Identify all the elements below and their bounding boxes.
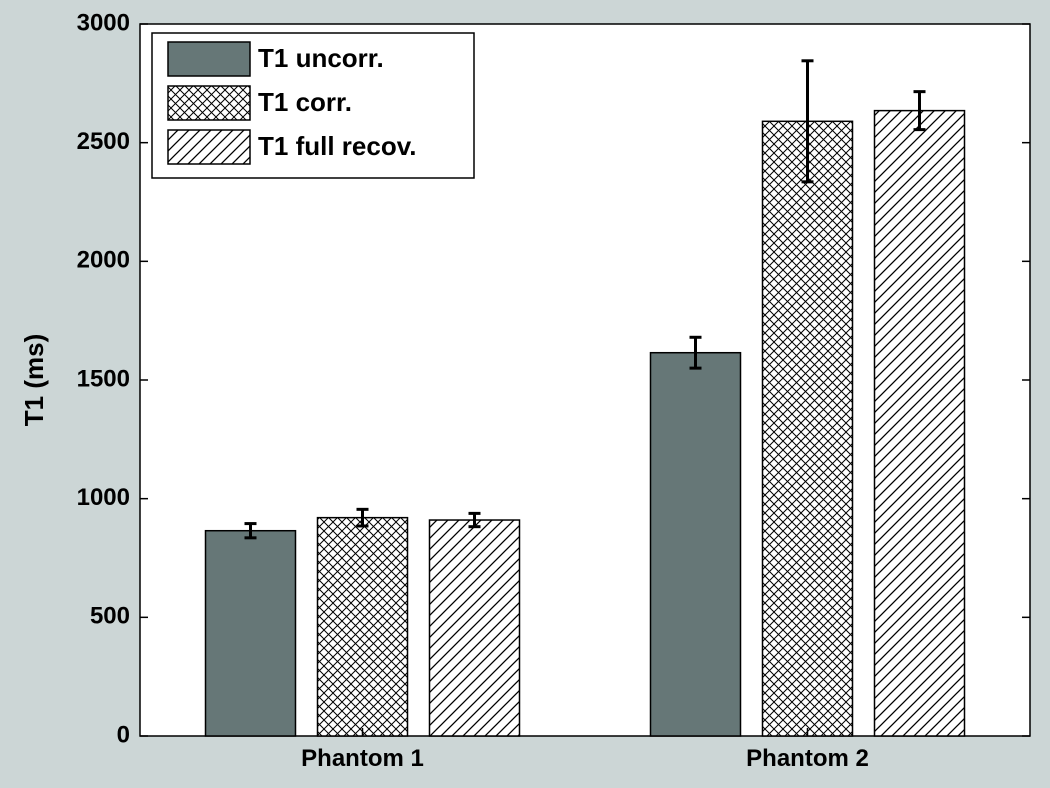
legend-swatch-3 [167,129,251,165]
bar-2-cat-2 [761,120,854,737]
legend-label-1: T1 uncorr. [258,43,384,73]
error-bar-2-cat-1 [356,507,369,528]
legend-swatch-1 [167,41,251,77]
y-tick-label-0: 0 [117,721,130,748]
y-tick-label-6: 3000 [77,9,130,36]
y-tick-label-1: 500 [90,603,130,630]
x-axis: Phantom 1 Phantom 2 [301,728,869,772]
error-bars-layer [244,59,926,540]
y-axis-label: T1 (ms) [19,334,49,426]
y-tick-label-3: 1500 [77,365,130,392]
bar-3-cat-1 [428,519,521,737]
x-tick-label-1: Phantom 1 [301,745,424,772]
legend: T1 uncorr. T1 corr. T1 full recov. [151,32,475,179]
error-bar-3-cat-2 [913,90,926,132]
bar-1-cat-2 [649,351,742,737]
y-tick-label-2: 1000 [77,484,130,511]
bars-layer [204,109,966,737]
legend-swatch-2 [167,85,251,121]
bar-2-cat-1 [316,516,409,737]
error-bar-3-cat-1 [468,511,481,529]
x-tick-label-2: Phantom 2 [746,745,869,772]
bar-1-cat-1 [204,529,297,737]
y-axis: 0 500 1000 1500 2000 2500 3000 [77,9,1030,748]
legend-label-3: T1 full recov. [258,131,416,161]
error-bar-1-cat-1 [244,522,257,540]
bar-3-cat-2 [873,109,966,737]
y-tick-label-5: 2500 [77,128,130,155]
error-bar-2-cat-2 [801,59,814,184]
error-bar-1-cat-2 [689,335,702,370]
y-tick-label-4: 2000 [77,247,130,274]
legend-label-2: T1 corr. [258,87,352,117]
